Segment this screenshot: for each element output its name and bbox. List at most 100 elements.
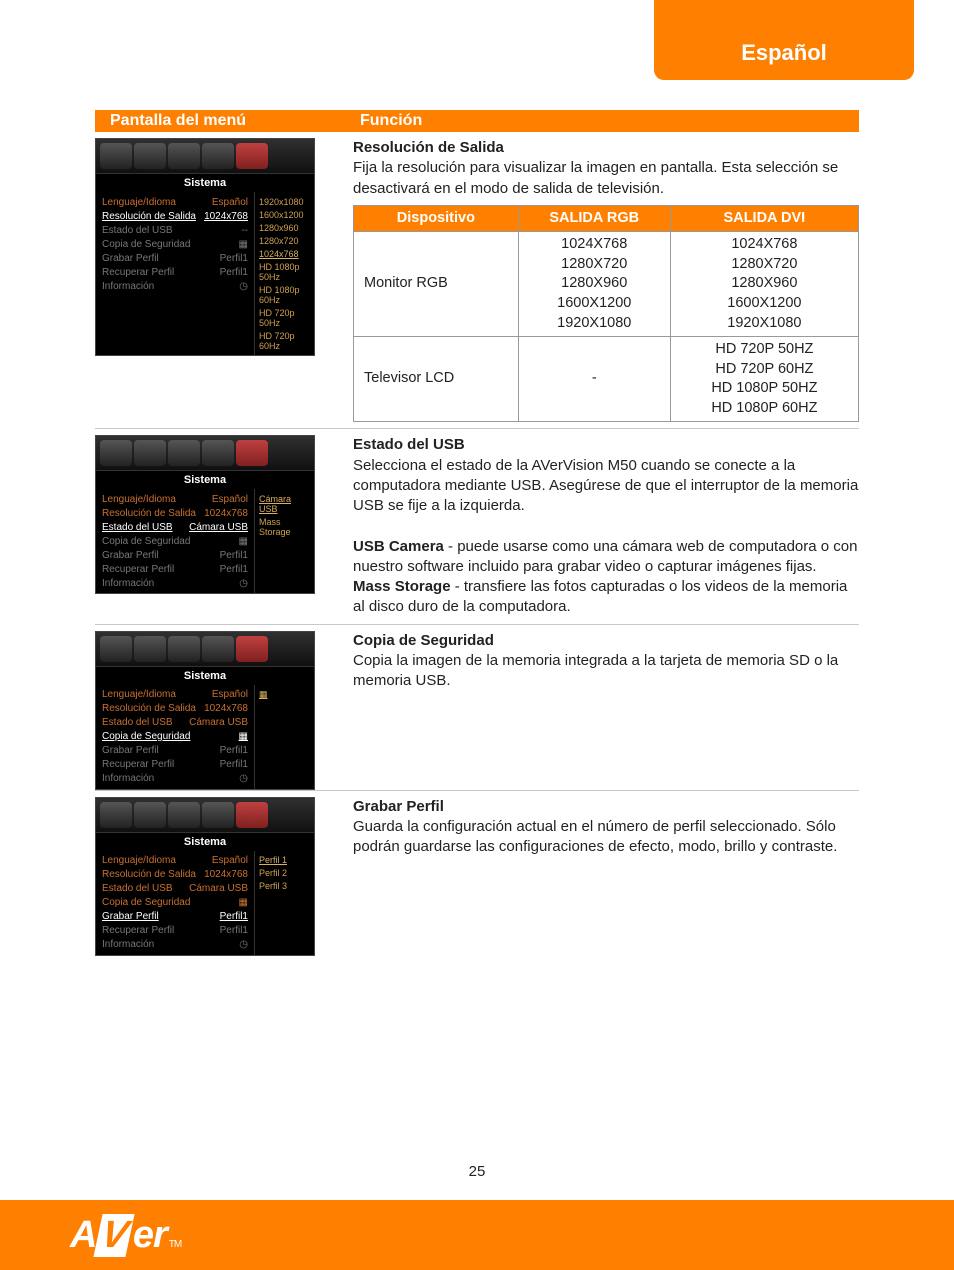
sub-item: 1280x960 [259, 221, 308, 234]
header-menu-screen: Pantalla del menú [110, 112, 360, 130]
tool-icon-active [236, 802, 268, 828]
osd-toolbar [96, 139, 314, 173]
cell-rgb: - [518, 337, 670, 422]
menu-screenshot-resolution: Sistema Lenguaje/Idioma Español Resolució… [95, 132, 345, 428]
sub-item: Perfil 1 [259, 854, 308, 867]
menu-item-value: Perfil1 [220, 253, 248, 264]
logo-part: er [133, 1214, 167, 1257]
menu-item-value: ◷ [239, 773, 248, 784]
osd-title: Sistema [96, 470, 314, 489]
tool-icon [168, 143, 200, 169]
section-save-profile: Sistema Lenguaje/IdiomaEspañol Resolució… [95, 791, 859, 956]
footer-bar: A V er TM [0, 1200, 954, 1270]
menu-item-label: Resolución de Salida [102, 508, 196, 519]
sub-item: 1920x1080 [259, 195, 308, 208]
sub-item: Mass Storage [259, 515, 308, 538]
osd-menu-list: Lenguaje/IdiomaEspañol Resolución de Sal… [96, 851, 254, 955]
th-dvi: SALIDA DVI [670, 205, 858, 232]
menu-item-value: ▦ [239, 731, 248, 742]
menu-item-label: Grabar Perfil [102, 550, 159, 561]
menu-item-label: Resolución de Salida [102, 869, 196, 880]
menu-item-label: Estado del USB [102, 717, 173, 728]
menu-screenshot-save: Sistema Lenguaje/IdiomaEspañol Resolució… [95, 791, 345, 956]
menu-item-value: ▦ [239, 536, 248, 547]
tool-icon [134, 636, 166, 662]
menu-item-value: ▦ [239, 239, 248, 250]
tool-icon [100, 802, 132, 828]
menu-item-value: ◷ [239, 939, 248, 950]
sub-item: HD 720p 60Hz [259, 329, 308, 352]
menu-item-label: Lenguaje/Idioma [102, 494, 176, 505]
sub-item: HD 720p 50Hz [259, 306, 308, 329]
osd-title: Sistema [96, 173, 314, 192]
menu-item-value: Perfil1 [220, 564, 248, 575]
logo-part: V [94, 1214, 135, 1257]
tool-icon [202, 143, 234, 169]
desc-title: Estado del USB [353, 436, 465, 453]
tool-icon [134, 802, 166, 828]
cell-device: Televisor LCD [354, 337, 519, 422]
menu-item-value: ◷ [239, 281, 248, 292]
menu-item-label: Resolución de Salida [102, 211, 196, 222]
osd-title: Sistema [96, 832, 314, 851]
menu-item-label: Estado del USB [102, 522, 173, 533]
menu-item-label: Recuperar Perfil [102, 759, 174, 770]
menu-item-label: Lenguaje/Idioma [102, 197, 176, 208]
sub-item: Perfil 3 [259, 880, 308, 893]
menu-item-value: 1024x768 [204, 703, 248, 714]
menu-item-value: Perfil1 [220, 745, 248, 756]
menu-item-label: Información [102, 773, 154, 784]
mass-storage-label: Mass Storage [353, 578, 451, 595]
menu-item-label: Copia de Seguridad [102, 536, 190, 547]
menu-item-label: Copia de Seguridad [102, 731, 190, 742]
function-description: Grabar Perfil Guarda la configuración ac… [345, 791, 859, 956]
menu-item-value: Cámara USB [189, 717, 248, 728]
menu-item-label: Recuperar Perfil [102, 564, 174, 575]
osd-sublist: Perfil 1 Perfil 2 Perfil 3 [254, 851, 312, 955]
tool-icon-active [236, 440, 268, 466]
menu-item-value: Perfil1 [220, 267, 248, 278]
desc-p1: Selecciona el estado de la AVerVision M5… [353, 457, 858, 515]
menu-item-label: Resolución de Salida [102, 703, 196, 714]
osd-sublist: Cámara USB Mass Storage [254, 489, 312, 593]
menu-item-value: Español [212, 689, 248, 700]
main-content: Pantalla del menú Función Sistema Lengua… [95, 110, 859, 956]
logo-tm: TM [169, 1239, 181, 1250]
function-description: Estado del USB Selecciona el estado de l… [345, 429, 859, 623]
menu-item-value: 1024x768 [204, 869, 248, 880]
cell-dvi: HD 720P 50HZ HD 720P 60HZ HD 1080P 50HZ … [670, 337, 858, 422]
osd-thumb: Sistema Lenguaje/Idioma Español Resolució… [95, 631, 315, 790]
menu-item-label: Lenguaje/Idioma [102, 855, 176, 866]
resolution-table: Dispositivo SALIDA RGB SALIDA DVI Monito… [353, 205, 859, 423]
table-row: Televisor LCD - HD 720P 50HZ HD 720P 60H… [354, 337, 859, 422]
tool-icon [168, 802, 200, 828]
tool-icon-active [236, 143, 268, 169]
sub-item: HD 1080p 50Hz [259, 260, 308, 283]
osd-sublist: ▦ [254, 685, 312, 789]
menu-item-value: Perfil1 [220, 925, 248, 936]
osd-menu-list: Lenguaje/Idioma Español Resolución de Sal… [96, 685, 254, 789]
menu-item-label: Información [102, 578, 154, 589]
menu-item-label: Lenguaje/Idioma [102, 689, 176, 700]
tool-icon [202, 440, 234, 466]
menu-item-value: -- [241, 225, 248, 236]
header-function: Función [360, 112, 859, 130]
osd-toolbar [96, 632, 314, 666]
sub-item: Cámara USB [259, 492, 308, 515]
sub-item: ▦ [259, 688, 308, 702]
menu-item-value: Español [212, 197, 248, 208]
table-header-row: Pantalla del menú Función [95, 110, 859, 132]
menu-screenshot-backup: Sistema Lenguaje/Idioma Español Resolució… [95, 625, 345, 790]
tool-icon-active [236, 636, 268, 662]
cell-dvi: 1024X768 1280X720 1280X960 1600X1200 192… [670, 232, 858, 337]
desc-title: Resolución de Salida [353, 139, 504, 156]
tool-icon [100, 636, 132, 662]
menu-item-value: ▦ [239, 897, 248, 908]
sub-item: 1280x720 [259, 234, 308, 247]
cell-device: Monitor RGB [354, 232, 519, 337]
tool-icon [100, 440, 132, 466]
menu-screenshot-usb: Sistema Lenguaje/IdiomaEspañol Resolució… [95, 429, 345, 623]
sub-item: HD 1080p 60Hz [259, 283, 308, 306]
osd-title: Sistema [96, 666, 314, 685]
tool-icon [168, 636, 200, 662]
